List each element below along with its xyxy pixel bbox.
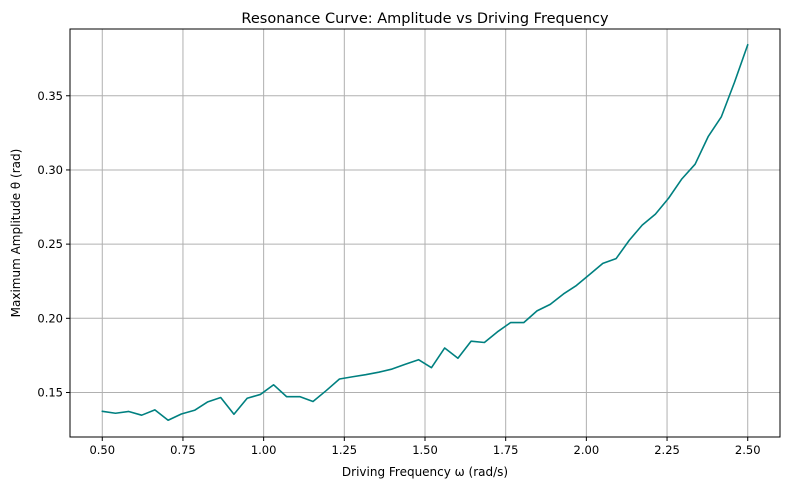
x-axis-label: Driving Frequency ω (rad/s)	[342, 465, 508, 479]
chart-title: Resonance Curve: Amplitude vs Driving Fr…	[241, 11, 609, 27]
grid-lines	[70, 29, 780, 437]
x-tick-label: 1.75	[493, 443, 519, 457]
y-tick-label: 0.15	[37, 385, 63, 399]
x-tick-label: 0.50	[89, 443, 115, 457]
series-layer	[101, 43, 749, 422]
x-tick-label: 2.25	[654, 443, 680, 457]
y-tick-label: 0.30	[37, 163, 63, 177]
x-tick-label: 2.00	[574, 443, 600, 457]
y-axis-label: Maximum Amplitude θ (rad)	[9, 149, 23, 318]
y-tick-label: 0.20	[37, 311, 63, 325]
y-tick-label: 0.35	[37, 89, 63, 103]
x-tick-label: 2.50	[735, 443, 761, 457]
x-tick-label: 1.00	[251, 443, 277, 457]
x-tick-label: 1.50	[412, 443, 438, 457]
x-axis-ticks: 0.50 0.75 1.00 1.25 1.50 1.75 2.00 2.25 2.50	[89, 437, 761, 457]
series-line	[101, 43, 749, 422]
y-axis-ticks: 0.15 0.20 0.25 0.30 0.35	[37, 89, 70, 399]
x-tick-label: 0.75	[170, 443, 196, 457]
x-tick-label: 1.25	[332, 443, 358, 457]
y-tick-label: 0.25	[37, 237, 63, 251]
